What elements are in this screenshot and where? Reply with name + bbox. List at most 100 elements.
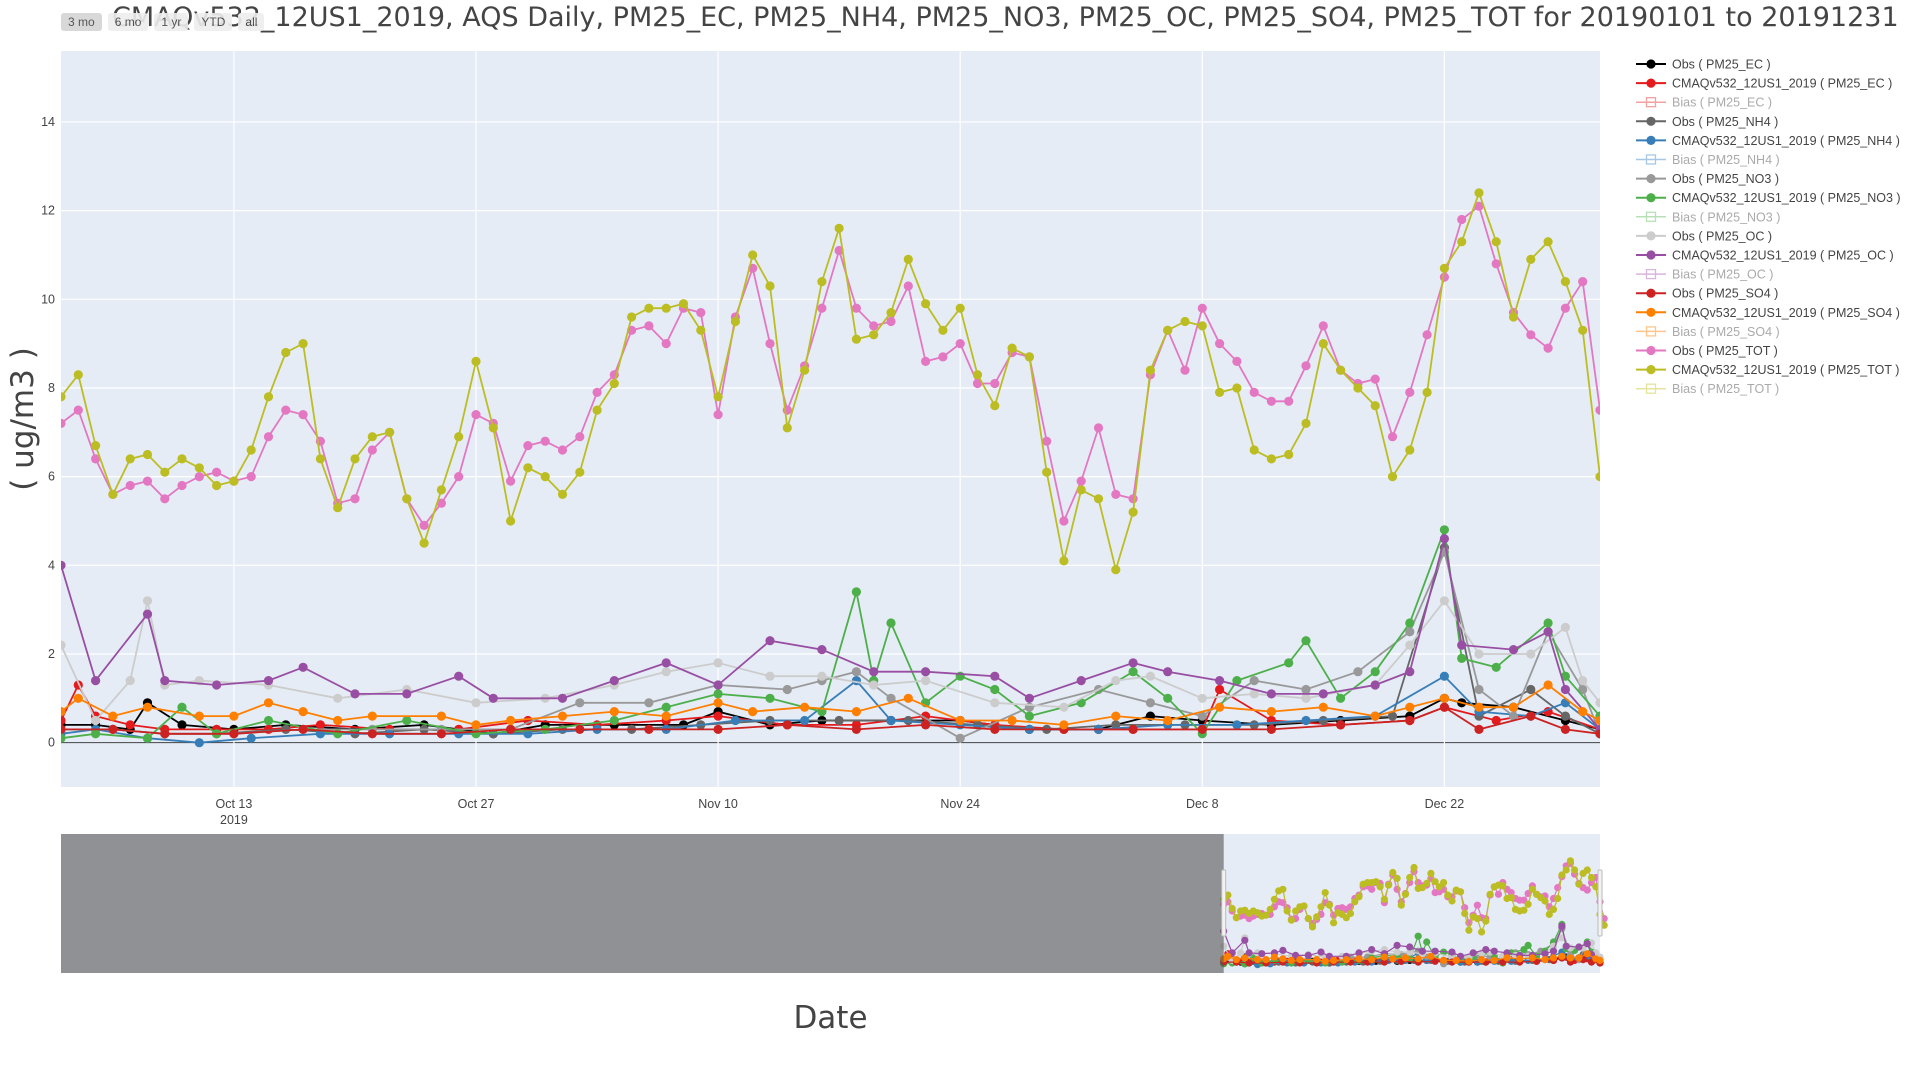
legend-item[interactable]: CMAQv532_12US1_2019 ( PM25_SO4 ) <box>1636 306 1900 320</box>
data-point <box>488 693 498 703</box>
range-button-1-yr[interactable]: 1 yr <box>154 13 189 31</box>
data-point <box>782 423 792 433</box>
slider-point <box>1478 928 1486 936</box>
data-point <box>609 707 619 717</box>
slider-point <box>1528 954 1536 962</box>
data-point <box>1111 720 1121 730</box>
data-point <box>160 494 170 504</box>
slider-point <box>1279 955 1287 963</box>
slider-point <box>1266 905 1274 914</box>
slider-point <box>1351 898 1359 906</box>
legend-item[interactable]: Obs ( PM25_SO4 ) <box>1636 287 1778 301</box>
legend-item[interactable]: Obs ( PM25_EC ) <box>1636 58 1771 72</box>
data-point <box>609 715 619 726</box>
range-slider-handle-left[interactable] <box>1221 869 1227 937</box>
y-tick-label: 10 <box>41 292 55 306</box>
data-point <box>782 684 792 695</box>
data-point <box>661 702 671 712</box>
legend-label: Obs ( PM25_OC ) <box>1672 229 1772 243</box>
range-button-ytd[interactable]: YTD <box>194 13 233 31</box>
data-point <box>557 489 568 499</box>
slider-point <box>1393 948 1401 956</box>
legend-item[interactable]: CMAQv532_12US1_2019 ( PM25_OC ) <box>1636 249 1894 263</box>
data-point <box>1595 715 1600 726</box>
slider-point <box>1321 957 1329 965</box>
data-point <box>921 667 931 677</box>
data-point <box>765 281 775 291</box>
data-point <box>1042 467 1052 477</box>
data-point <box>1180 365 1190 375</box>
slider-point <box>1296 956 1304 964</box>
data-point <box>1405 445 1415 455</box>
legend-item[interactable]: Obs ( PM25_OC ) <box>1636 229 1772 243</box>
slider-point <box>1583 866 1591 874</box>
slider-point <box>1456 888 1465 896</box>
range-button-all[interactable]: all <box>238 13 265 31</box>
data-point <box>61 724 66 734</box>
range-slider-handle-right[interactable] <box>1597 869 1603 937</box>
range-slider[interactable] <box>61 834 1608 973</box>
data-point <box>1595 472 1600 482</box>
data-point <box>1491 259 1501 269</box>
slider-point <box>1465 957 1473 965</box>
legend-item[interactable]: Obs ( PM25_NH4 ) <box>1636 115 1778 129</box>
legend-item[interactable]: Bias ( PM25_EC ) <box>1636 96 1772 110</box>
data-point <box>1163 325 1173 335</box>
data-point <box>91 441 101 451</box>
data-point <box>938 325 948 335</box>
data-point <box>886 316 896 327</box>
data-point <box>1111 676 1121 686</box>
legend-item[interactable]: Bias ( PM25_NO3 ) <box>1636 210 1780 224</box>
data-point <box>333 715 343 726</box>
slider-point <box>1270 895 1278 903</box>
legend-item[interactable]: CMAQv532_12US1_2019 ( PM25_NH4 ) <box>1636 134 1900 148</box>
legend-item[interactable]: Bias ( PM25_SO4 ) <box>1636 325 1780 339</box>
data-point <box>851 587 862 597</box>
data-point <box>1042 436 1052 446</box>
data-point <box>281 724 291 735</box>
y-tick-label: 12 <box>41 204 55 218</box>
data-point <box>1249 689 1259 699</box>
legend-item[interactable]: Obs ( PM25_TOT ) <box>1636 344 1778 358</box>
data-point <box>1405 702 1415 712</box>
data-point <box>1491 237 1501 247</box>
data-point <box>990 378 1000 389</box>
data-point <box>765 693 775 703</box>
data-point <box>1387 711 1398 721</box>
legend-item[interactable]: Bias ( PM25_NH4 ) <box>1636 153 1780 167</box>
data-point <box>125 676 135 686</box>
slider-point <box>1241 954 1249 962</box>
data-point <box>627 312 637 322</box>
data-point <box>263 432 274 442</box>
x-axis-label: Date <box>793 1000 867 1036</box>
legend-item[interactable]: Bias ( PM25_OC ) <box>1636 268 1773 282</box>
data-point <box>263 698 274 708</box>
data-point <box>142 476 153 486</box>
slider-point <box>1465 926 1473 934</box>
legend-item[interactable]: Obs ( PM25_NO3 ) <box>1636 172 1779 186</box>
data-point <box>142 702 153 712</box>
legend-label: Bias ( PM25_NO3 ) <box>1672 210 1780 224</box>
data-point <box>557 693 568 703</box>
data-point <box>557 711 568 721</box>
data-point <box>506 476 516 486</box>
slider-point <box>1562 866 1570 874</box>
legend-item[interactable]: CMAQv532_12US1_2019 ( PM25_NO3 ) <box>1636 191 1901 205</box>
data-point <box>523 441 533 451</box>
range-button-6-mo[interactable]: 6 mo <box>107 13 149 31</box>
range-button-3-mo[interactable]: 3 mo <box>61 13 102 31</box>
slider-point <box>1490 956 1498 965</box>
legend-item[interactable]: CMAQv532_12US1_2019 ( PM25_EC ) <box>1636 77 1892 91</box>
data-point <box>1474 201 1484 211</box>
legend-label: CMAQv532_12US1_2019 ( PM25_OC ) <box>1672 249 1894 263</box>
data-point <box>869 667 879 677</box>
legend-item[interactable]: CMAQv532_12US1_2019 ( PM25_TOT ) <box>1636 363 1899 377</box>
range-selector: 3 mo 6 mo 1 yr YTD all <box>61 13 265 31</box>
data-point <box>402 494 412 504</box>
legend-item[interactable]: Bias ( PM25_TOT ) <box>1636 382 1779 396</box>
data-point <box>609 378 619 389</box>
data-point <box>1249 445 1259 455</box>
data-point <box>990 724 1000 735</box>
slider-point <box>1541 950 1549 958</box>
slider-point <box>1482 946 1490 954</box>
